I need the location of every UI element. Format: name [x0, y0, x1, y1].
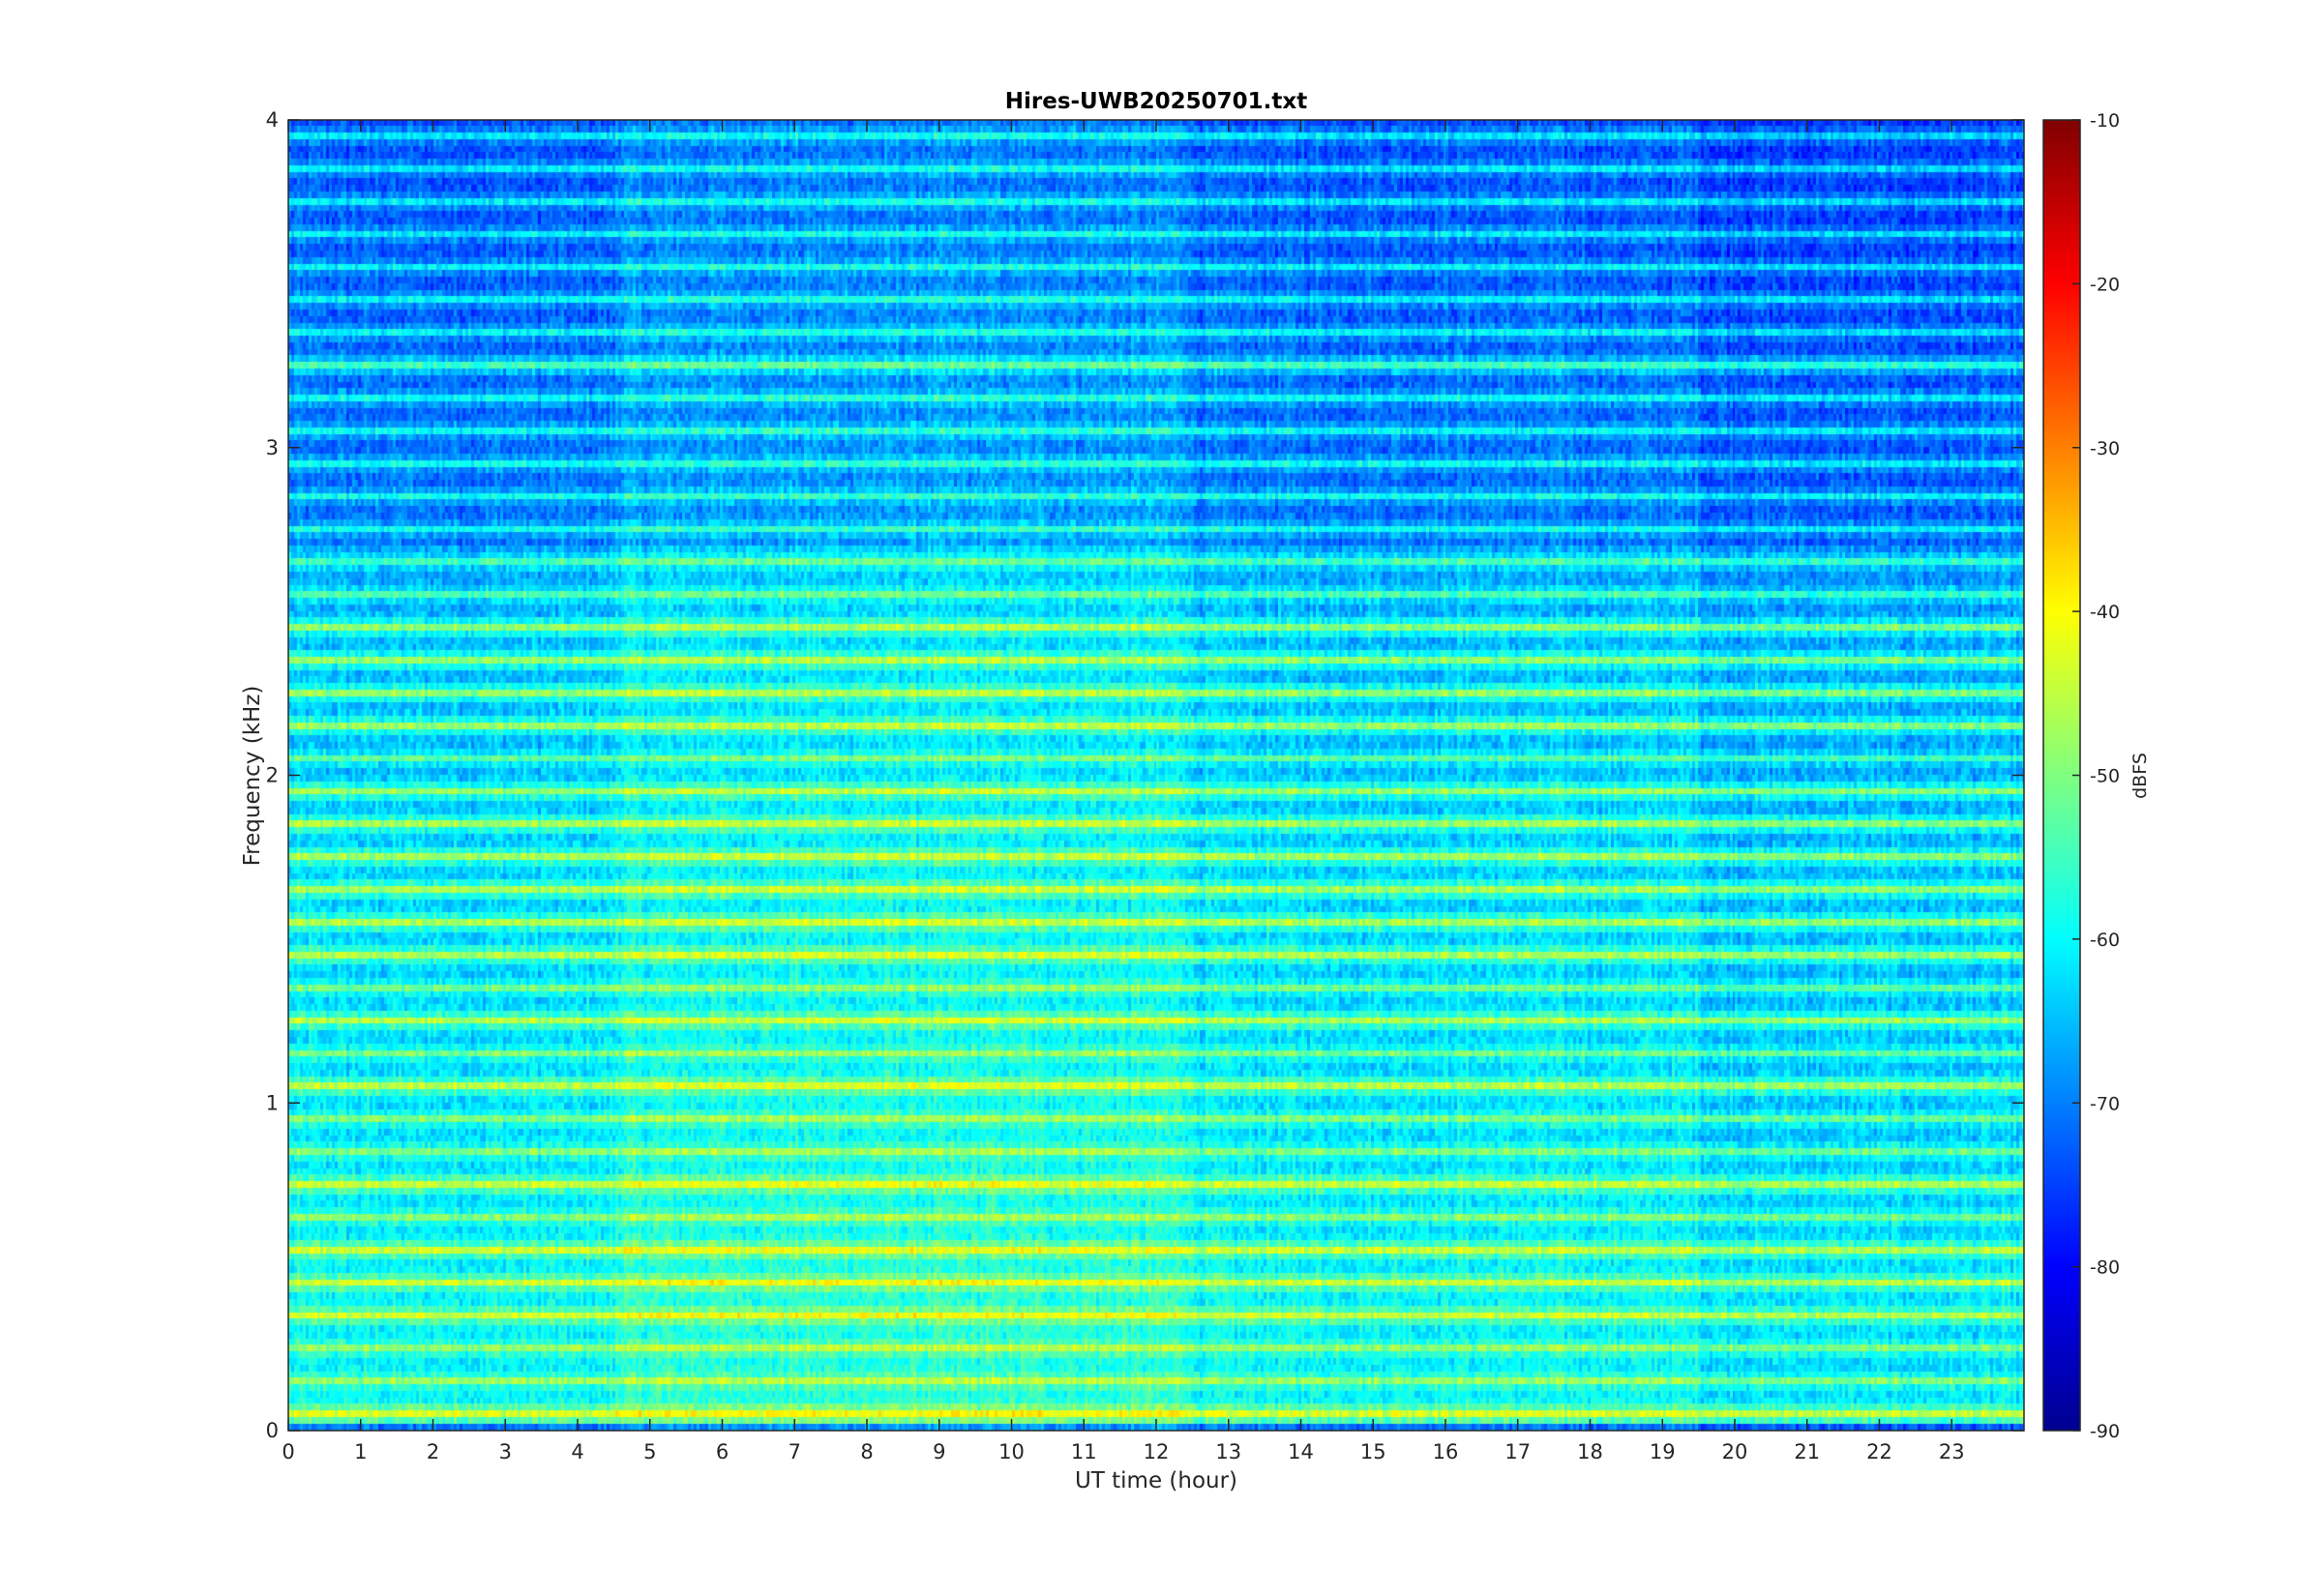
x-tick-label: 9 [933, 1440, 945, 1463]
y-tick-label: 4 [266, 108, 279, 132]
colorbar-ticks: -10 -20 -30 -40 -50 -60 -70 -80 -90 [2072, 110, 2120, 1442]
colorbar-label: dBFS [2129, 753, 2151, 799]
y-tick-label: 0 [266, 1419, 279, 1442]
x-axis-title: UT time (hour) [1075, 1468, 1237, 1493]
colorbar-tick-label: -80 [2090, 1257, 2120, 1279]
colorbar-tick-label: -40 [2090, 602, 2120, 623]
x-tick-label: 5 [643, 1440, 656, 1463]
x-tick-label: 2 [427, 1440, 439, 1463]
chart-title: Hires-UWB20250701.txt [1005, 89, 1307, 114]
colorbar-tick-label: -20 [2090, 274, 2120, 295]
colorbar-tick-label: -70 [2090, 1093, 2120, 1114]
x-tick-label: 18 [1577, 1440, 1603, 1463]
x-tick-label: 11 [1071, 1440, 1097, 1463]
x-tick-label: 1 [354, 1440, 367, 1463]
x-tick-label: 12 [1144, 1440, 1170, 1463]
x-tick-label: 17 [1504, 1440, 1531, 1463]
x-tick-label: 6 [716, 1440, 729, 1463]
x-tick-label: 10 [998, 1440, 1025, 1463]
x-tick-label: 15 [1360, 1440, 1386, 1463]
y-tick-label: 1 [266, 1091, 279, 1114]
x-tick-label: 3 [499, 1440, 512, 1463]
x-tick-label: 0 [282, 1440, 294, 1463]
x-tick-label: 20 [1722, 1440, 1748, 1463]
y-tick-label: 2 [266, 764, 279, 787]
y-axis-title: Frequency (kHz) [240, 686, 265, 867]
x-tick-label: 4 [571, 1440, 583, 1463]
colorbar-tick-label: -50 [2090, 766, 2120, 787]
x-tick-label: 22 [1866, 1440, 1892, 1463]
x-tick-label: 23 [1939, 1440, 1965, 1463]
x-tick-label: 7 [789, 1440, 801, 1463]
colorbar-tick-label: -90 [2090, 1421, 2120, 1442]
x-tick-label: 13 [1215, 1440, 1241, 1463]
y-tick-label: 3 [266, 436, 279, 459]
x-tick-label: 21 [1794, 1440, 1820, 1463]
heatmap-image [288, 120, 2024, 1431]
x-tick-label: 14 [1288, 1440, 1314, 1463]
x-tick-label: 8 [860, 1440, 873, 1463]
y-axis: 0 1 2 3 4 [266, 108, 2024, 1442]
x-tick-label: 16 [1433, 1440, 1459, 1463]
colorbar-tick-label: -10 [2090, 110, 2120, 132]
x-axis: 0 1 2 3 4 5 6 7 8 9 10 11 12 13 14 15 16 17 18 19 20 21 22 23 [282, 120, 1965, 1463]
plot-area [287, 119, 2025, 1432]
colorbar-tick-label: -60 [2090, 930, 2120, 951]
x-tick-label: 19 [1650, 1440, 1676, 1463]
colorbar-tick-label: -30 [2090, 438, 2120, 459]
colorbar: -10 -20 -30 -40 -50 -60 -70 -80 -90 dBFS [2042, 110, 2151, 1442]
